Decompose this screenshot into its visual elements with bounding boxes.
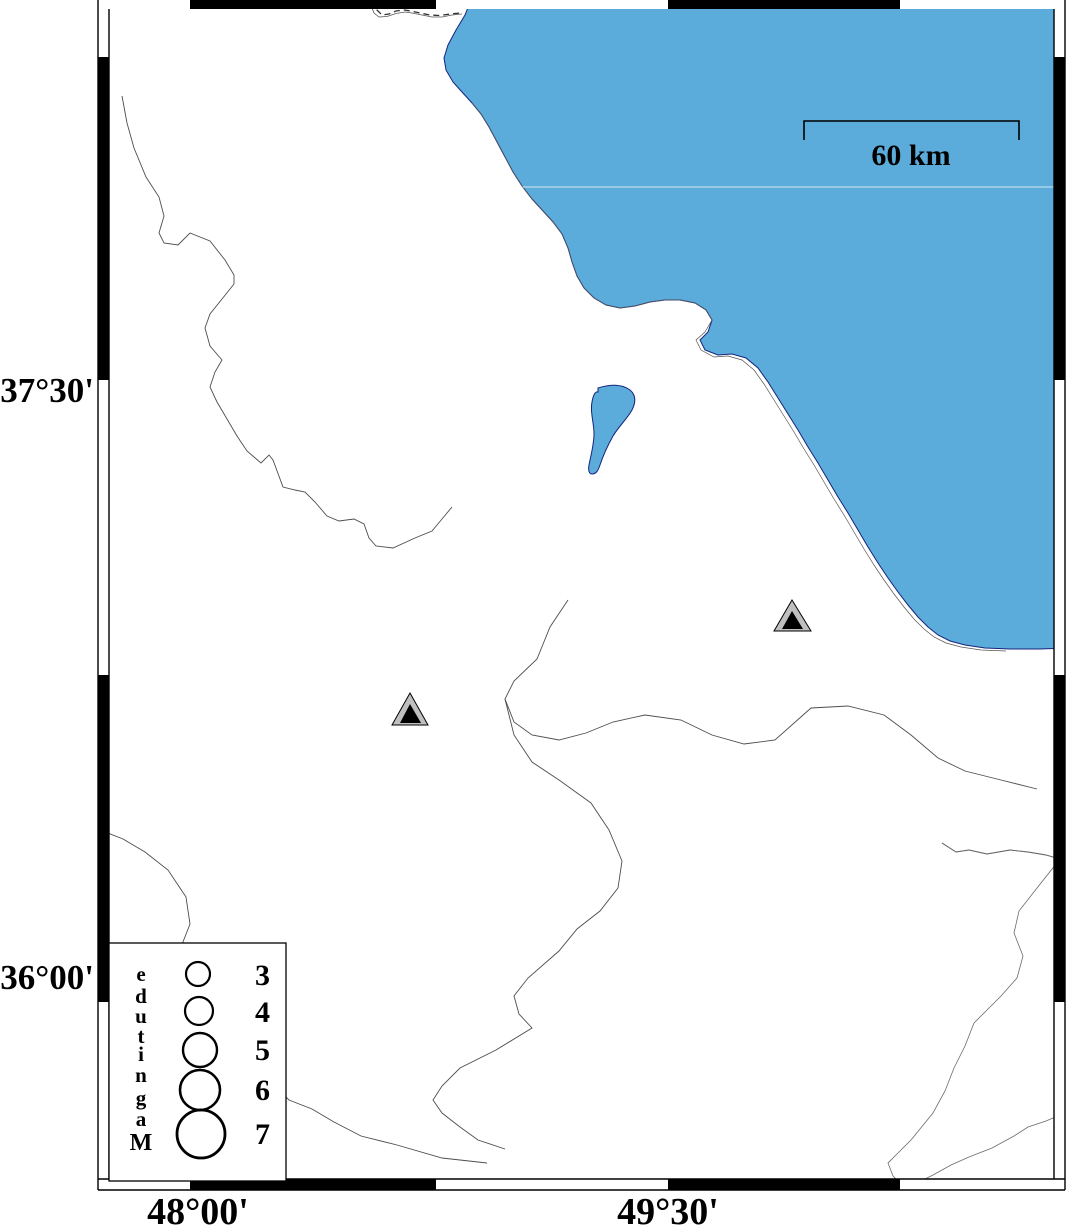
- svg-text:37°30': 37°30': [0, 371, 94, 410]
- svg-text:a: a: [136, 1107, 147, 1131]
- svg-text:7: 7: [255, 1118, 270, 1151]
- svg-text:36°00': 36°00': [0, 958, 94, 997]
- svg-text:4: 4: [255, 996, 270, 1029]
- svg-text:48°00': 48°00': [147, 1191, 249, 1229]
- svg-text:M: M: [130, 1130, 153, 1156]
- svg-text:6: 6: [255, 1074, 270, 1107]
- svg-text:n: n: [135, 1063, 147, 1087]
- svg-text:3: 3: [255, 959, 270, 992]
- svg-text:60 km: 60 km: [871, 139, 950, 172]
- svg-text:5: 5: [255, 1034, 270, 1067]
- svg-text:e: e: [136, 962, 145, 986]
- svg-text:49°30': 49°30': [617, 1191, 719, 1229]
